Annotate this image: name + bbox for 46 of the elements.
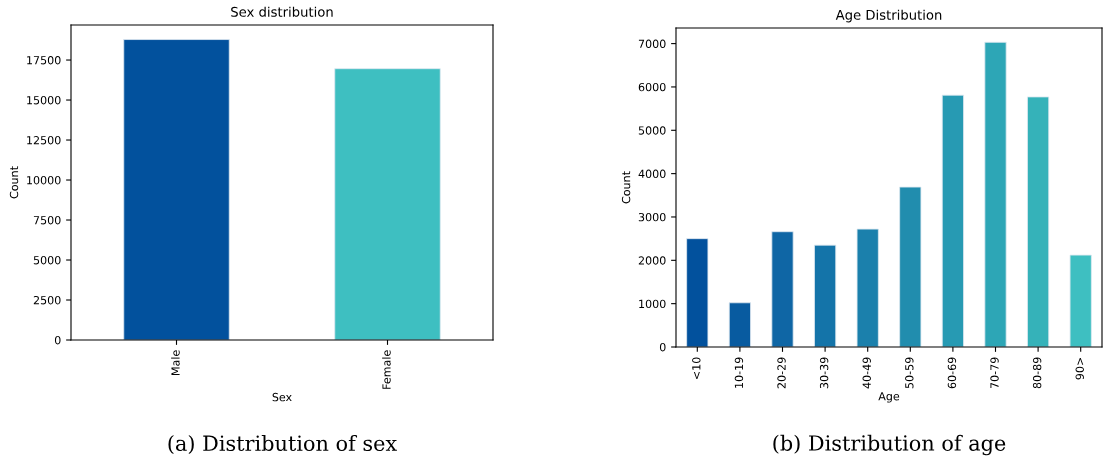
bar [814,244,837,347]
bar [728,302,751,347]
y-tick-label: 1000 [639,299,666,309]
x-tick-label: 70-79 [990,357,999,389]
text: (b) Distribution of age [773,434,1006,456]
y-tick-label: 15000 [27,96,61,105]
y-tick-label: 17500 [27,56,61,65]
y-tick-label: 0 [54,335,61,345]
x-tick-label: 50-59 [905,357,914,389]
x-tick-label: 80-89 [1032,357,1042,389]
y-tick-label: 5000 [638,126,666,135]
y-tick-label: 4000 [638,169,666,179]
y-tick-label: 7000 [638,39,666,48]
y-tick-label: 3000 [638,212,666,222]
bar [899,186,922,347]
x-tick-label: 20-29 [777,357,786,389]
x-tick-label: 10-19 [734,357,744,388]
bar [1027,96,1050,347]
bar [984,41,1007,347]
y-tick-label: 6000 [638,82,666,92]
bar [1069,254,1092,347]
bar [771,231,794,347]
bar [686,238,709,347]
y-axis-title: Count [9,166,19,199]
x-tick-label: 40-49 [862,357,871,389]
y-tick-label: 5000 [33,255,61,265]
x-tick-label: 90> [1075,357,1084,380]
chart-title: Sex distribution [231,6,333,17]
y-tick-label: 12500 [27,136,61,145]
x-tick-label: Male [171,350,180,375]
x-axis-title: Age [878,392,900,403]
x-tick-label: 60-69 [947,357,957,389]
chart-title: Age Distribution [835,9,942,23]
x-tick-label: Female [382,350,391,389]
x-axis-title: Sex [272,392,292,402]
y-axis-title: Count [621,171,631,204]
bar [941,94,964,347]
x-tick-label: 30-39 [819,357,829,389]
y-tick-label: 2500 [33,295,61,305]
y-tick-label: 7500 [33,215,61,225]
y-tick-label: 2000 [638,256,666,265]
x-tick-label: <10 [692,357,701,379]
bar [856,228,879,347]
y-tick-label: 0 [659,342,666,352]
y-tick-label: 10000 [27,176,61,185]
text: (a) Distribution of sex [168,434,397,454]
